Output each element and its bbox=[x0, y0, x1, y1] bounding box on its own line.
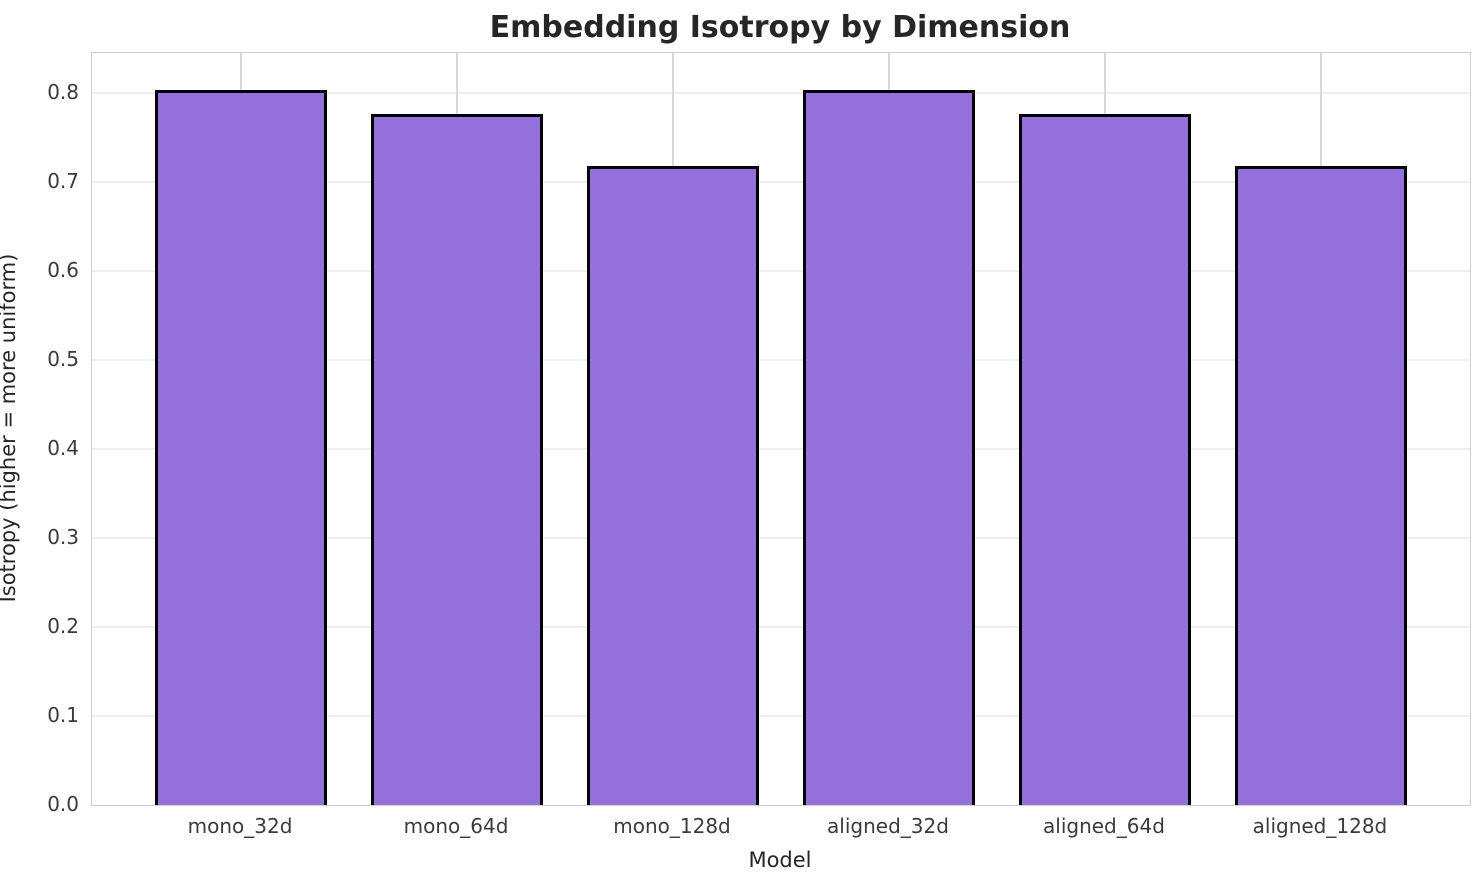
bar-mono_128d bbox=[586, 166, 760, 805]
y-tick-label: 0.0 bbox=[47, 792, 79, 816]
y-tick-label: 0.7 bbox=[47, 169, 79, 194]
y-tick-label: 0.6 bbox=[47, 258, 79, 283]
plot-area bbox=[91, 52, 1471, 806]
horizontal-gridline bbox=[92, 92, 1470, 94]
horizontal-gridline bbox=[92, 270, 1470, 272]
x-tick-label-aligned_32d: aligned_32d bbox=[827, 814, 949, 838]
y-tick-label: 0.2 bbox=[47, 614, 79, 638]
horizontal-gridline bbox=[92, 626, 1470, 628]
horizontal-gridline bbox=[92, 537, 1470, 539]
y-tick-label: 0.1 bbox=[47, 703, 79, 727]
y-tick-label: 0.5 bbox=[47, 347, 79, 372]
bar-mono_32d bbox=[154, 90, 328, 805]
x-tick-label-aligned_128d: aligned_128d bbox=[1252, 814, 1388, 838]
horizontal-gridline bbox=[92, 715, 1470, 717]
x-tick-label-aligned_64d: aligned_64d bbox=[1043, 814, 1165, 838]
y-tick-label: 0.3 bbox=[47, 525, 79, 550]
bar-aligned_32d bbox=[802, 90, 976, 805]
chart-title: Embedding Isotropy by Dimension bbox=[489, 10, 1071, 45]
horizontal-gridline bbox=[92, 181, 1470, 183]
x-axis-label: Model bbox=[748, 848, 812, 872]
bar-aligned_64d bbox=[1018, 113, 1192, 805]
horizontal-gridline bbox=[92, 359, 1470, 361]
x-tick-label-mono_64d: mono_64d bbox=[403, 814, 509, 838]
bar-aligned_128d bbox=[1234, 166, 1408, 805]
x-tick-label-mono_32d: mono_32d bbox=[187, 814, 293, 838]
x-tick-label-mono_128d: mono_128d bbox=[613, 814, 731, 838]
y-axis-label: Isotropy (higher = more uniform) bbox=[0, 253, 20, 603]
y-tick-label: 0.4 bbox=[47, 436, 79, 461]
horizontal-gridline bbox=[92, 448, 1470, 450]
bar-mono_64d bbox=[370, 113, 544, 805]
y-tick-label: 0.8 bbox=[47, 80, 79, 105]
